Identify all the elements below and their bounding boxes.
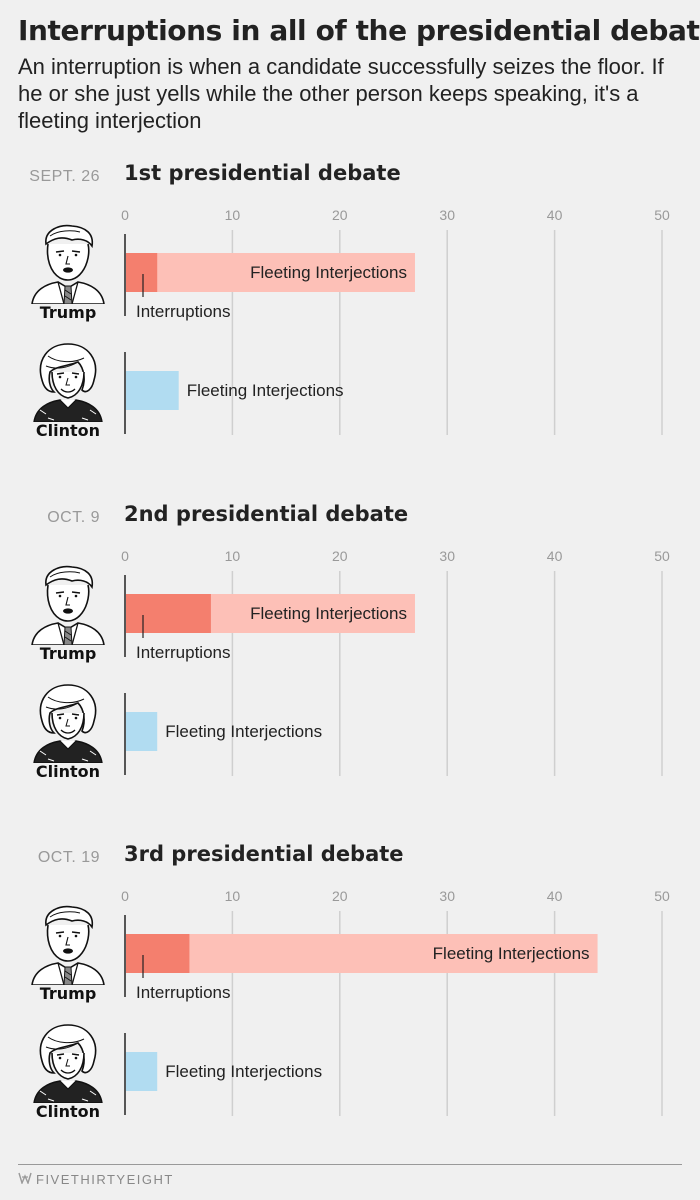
debate-title: 3rd presidential debate <box>124 842 404 866</box>
trump-portrait-icon <box>28 563 108 646</box>
tick-label: 20 <box>332 207 348 223</box>
tick-label: 50 <box>654 207 670 223</box>
interruptions-bar <box>126 934 190 973</box>
footer-divider <box>18 1164 682 1165</box>
debate-date: OCT. 9 <box>47 509 100 526</box>
tick-label: 0 <box>121 888 129 904</box>
debate-chart: 0 10 20 30 40 50 Interruptions Fleeting Interje… <box>121 888 670 1116</box>
tick-label: 40 <box>547 888 563 904</box>
debate-title: 2nd presidential debate <box>124 502 409 526</box>
interruptions-bar <box>126 594 211 633</box>
tick-label: 20 <box>332 548 348 564</box>
chart-subtitle: An interruption is when a candidate succ… <box>18 54 664 133</box>
debate-chart: 0 10 20 30 40 50 Interruptions Fleeting Interje… <box>121 207 670 435</box>
clinton-portrait-icon <box>28 681 108 764</box>
tick-label: 50 <box>654 888 670 904</box>
trump-portrait-icon <box>28 903 108 986</box>
interjections-label: Fleeting Interjections <box>165 1062 322 1081</box>
interjections-bar <box>126 1052 158 1091</box>
debate-title: 1st presidential debate <box>124 161 401 185</box>
tick-label: 30 <box>439 548 455 564</box>
debate-panel: SEPT. 26 1st presidential debate 0 10 20 30 40… <box>0 155 700 455</box>
clinton-portrait-icon <box>28 1021 108 1104</box>
tick-label: 0 <box>121 548 129 564</box>
interjections-bar <box>126 712 158 751</box>
chart-title: Interruptions in all of the presidential… <box>18 14 700 47</box>
interjections-label: Fleeting Interjections <box>433 944 590 963</box>
tick-label: 30 <box>439 888 455 904</box>
tick-label: 10 <box>225 207 241 223</box>
candidate-name: Trump <box>39 303 97 322</box>
debate-panel: OCT. 19 3rd presidential debate 0 10 20 30 40 5… <box>0 836 700 1136</box>
interjections-label: Fleeting Interjections <box>250 604 407 623</box>
debate-date: OCT. 19 <box>37 849 100 866</box>
candidate-name: Clinton <box>35 762 101 781</box>
interjections-label: Fleeting Interjections <box>165 722 322 741</box>
debate-chart: 0 10 20 30 40 50 Interruptions Fleeting Interje… <box>121 548 670 776</box>
candidate-name: Clinton <box>35 421 101 440</box>
interjections-label: Fleeting Interjections <box>187 381 344 400</box>
candidate-name: Trump <box>39 984 97 1003</box>
tick-label: 10 <box>225 888 241 904</box>
tick-label: 40 <box>547 548 563 564</box>
tick-label: 20 <box>332 888 348 904</box>
interruptions-bar <box>126 253 158 292</box>
interruptions-label: Interruptions <box>136 983 231 1002</box>
tick-label: 0 <box>121 207 129 223</box>
interjections-label: Fleeting Interjections <box>250 263 407 282</box>
clinton-portrait-icon <box>28 340 108 423</box>
tick-label: 50 <box>654 548 670 564</box>
tick-label: 30 <box>439 207 455 223</box>
interjections-bar <box>126 934 598 973</box>
debate-panel: OCT. 9 2nd presidential debate 0 10 20 30 40 50… <box>0 496 700 796</box>
fivethirtyeight-logo-icon <box>18 1172 32 1187</box>
interruptions-label: Interruptions <box>136 643 231 662</box>
interjections-bar <box>126 253 415 292</box>
trump-portrait-icon <box>28 222 108 305</box>
footer: FIVETHIRTYEIGHT <box>18 1172 174 1187</box>
interjections-bar <box>126 371 179 410</box>
footer-brand: FIVETHIRTYEIGHT <box>36 1172 174 1187</box>
candidate-name: Clinton <box>35 1102 101 1121</box>
candidate-name: Trump <box>39 644 97 663</box>
tick-label: 40 <box>547 207 563 223</box>
tick-label: 10 <box>225 548 241 564</box>
interruptions-label: Interruptions <box>136 302 231 321</box>
debate-date: SEPT. 26 <box>29 168 100 185</box>
